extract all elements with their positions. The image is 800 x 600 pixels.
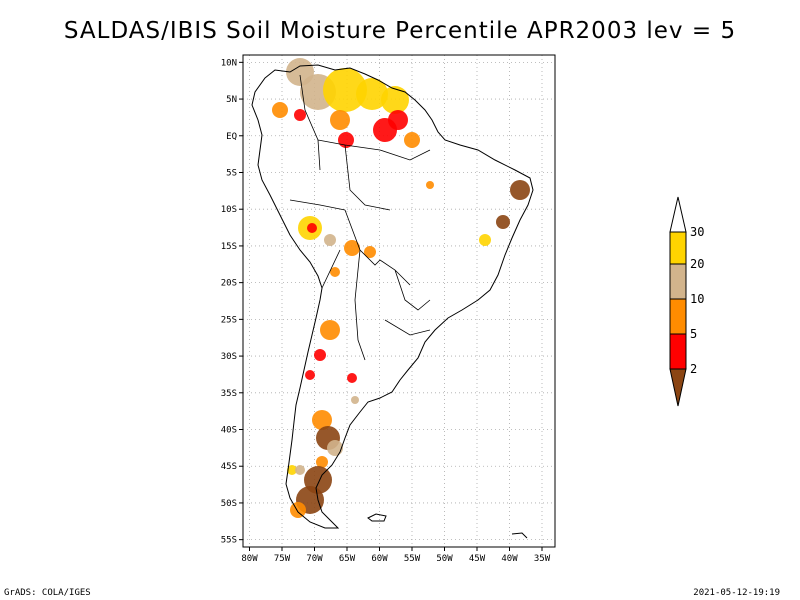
lat-tick-label: 10S xyxy=(221,205,237,215)
lat-tick-label: 55S xyxy=(221,536,237,546)
percentile-patch xyxy=(351,396,359,404)
colorbar-segment xyxy=(669,231,687,265)
lon-tick-label: 45W xyxy=(469,554,486,564)
lat-tick-label: 25S xyxy=(221,315,237,325)
percentile-shading xyxy=(272,58,530,518)
percentile-patch xyxy=(312,410,332,430)
colorbar-segment xyxy=(669,333,687,370)
percentile-patch xyxy=(381,86,409,114)
percentile-patch xyxy=(347,373,357,383)
colorbar-segment-bottom xyxy=(669,368,687,407)
percentile-patch xyxy=(323,68,367,112)
percentile-patch xyxy=(404,132,420,148)
lat-tick-label: 20S xyxy=(221,279,237,289)
colorbar-segment-top xyxy=(669,196,687,233)
percentile-patch xyxy=(305,370,315,380)
percentile-patch xyxy=(314,349,326,361)
footer-timestamp: 2021-05-12-19:19 xyxy=(693,588,780,598)
percentile-patch xyxy=(338,132,354,148)
lat-tick-label: 5S xyxy=(226,168,237,178)
lon-tick-label: 80W xyxy=(241,554,258,564)
lat-tick-label: 10N xyxy=(221,58,237,68)
country-borders xyxy=(289,74,431,361)
percentile-patch xyxy=(324,234,336,246)
lon-tick-label: 60W xyxy=(371,554,388,564)
lon-tick-label: 70W xyxy=(306,554,323,564)
lat-tick-label: 45S xyxy=(221,462,237,472)
colorbar-label: 20 xyxy=(690,257,704,271)
percentile-patch xyxy=(510,180,530,200)
percentile-patch xyxy=(272,102,288,118)
south-georgia xyxy=(511,532,528,539)
lat-tick-label: 30S xyxy=(221,352,237,362)
percentile-patch xyxy=(287,465,297,475)
grid-lines xyxy=(243,55,555,547)
colorbar-segment xyxy=(669,298,687,335)
percentile-patch xyxy=(426,181,434,189)
lon-tick-label: 50W xyxy=(436,554,453,564)
axis-ticks: 80W 75W 70W 65W 60W 55W 50W 45W 40W 35W 10N 5N EQ 5S 1… xyxy=(221,58,551,564)
percentile-patch xyxy=(373,118,397,142)
colorbar-segment xyxy=(669,263,687,300)
percentile-patch xyxy=(496,215,510,229)
percentile-patch xyxy=(330,267,340,277)
plot-title: SALDAS/IBIS Soil Moisture Percentile APR… xyxy=(63,18,737,44)
continent-outline xyxy=(251,64,534,539)
percentile-patch xyxy=(307,223,317,233)
falkland-islands xyxy=(367,513,387,522)
map-frame xyxy=(242,54,556,548)
percentile-patch xyxy=(479,234,491,246)
footer-credit: GrADS: COLA/IGES xyxy=(4,588,91,598)
percentile-patch xyxy=(294,109,306,121)
lon-tick-label: 35W xyxy=(534,554,551,564)
lat-tick-label: 5N xyxy=(226,95,237,105)
percentile-patch xyxy=(320,320,340,340)
percentile-patch xyxy=(316,456,328,468)
lon-tick-label: 65W xyxy=(339,554,356,564)
lat-tick-label: EQ xyxy=(226,132,237,142)
percentile-patch xyxy=(344,240,360,256)
colorbar-label: 10 xyxy=(690,292,704,306)
lat-tick-label: 50S xyxy=(221,499,237,509)
lat-tick-label: 35S xyxy=(221,389,237,399)
percentile-patch xyxy=(327,440,343,456)
lat-tick-label: 40S xyxy=(221,426,237,436)
lon-tick-label: 75W xyxy=(274,554,291,564)
colorbar: 30 20 10 5 2 xyxy=(669,196,704,407)
colorbar-label: 30 xyxy=(690,225,704,239)
south-america-coastline xyxy=(251,64,534,529)
lat-tick-label: 15S xyxy=(221,242,237,252)
percentile-patch xyxy=(295,465,305,475)
lon-tick-label: 55W xyxy=(404,554,421,564)
colorbar-label: 2 xyxy=(690,362,697,376)
percentile-patch xyxy=(364,246,376,258)
percentile-patch xyxy=(356,78,388,110)
percentile-patch xyxy=(330,110,350,130)
percentile-patch xyxy=(290,502,306,518)
lon-tick-label: 40W xyxy=(501,554,518,564)
colorbar-label: 5 xyxy=(690,327,697,341)
